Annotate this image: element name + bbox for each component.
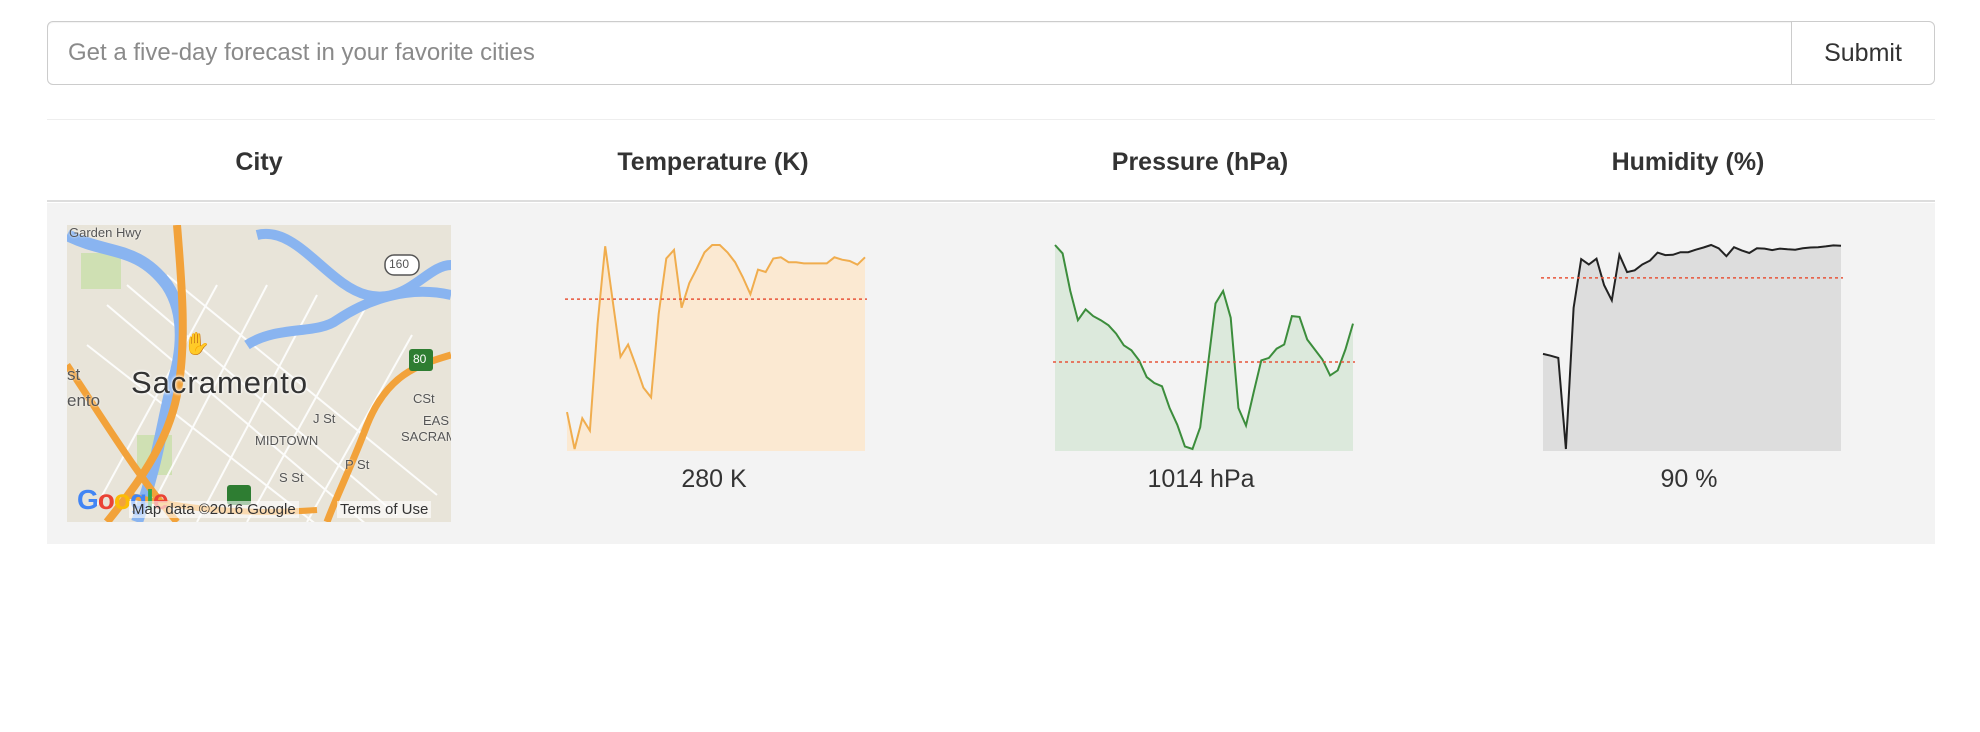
- header-pressure: Pressure (hPa): [1111, 148, 1289, 176]
- header-city: City: [235, 148, 283, 176]
- submit-button[interactable]: Submit: [1791, 22, 1934, 84]
- street-label: ento: [67, 391, 101, 410]
- humidity-value: 90 %: [1660, 465, 1718, 493]
- street-label: CSt: [413, 391, 435, 406]
- table-row: Garden Hwy J St MIDTOWN P St S St CSt EA…: [47, 203, 1935, 544]
- humidity-sparkline: [1541, 243, 1843, 451]
- street-label: EAS: [423, 413, 450, 428]
- street-label: st: [67, 365, 81, 384]
- street-label: P St: [345, 457, 370, 472]
- route-badge: 80: [413, 352, 427, 366]
- temperature-line: [566, 244, 866, 450]
- map-attribution: Map data ©2016 Google: [129, 501, 299, 518]
- temperature-sparkline: [565, 244, 867, 451]
- header-temperature: Temperature (K): [617, 148, 809, 176]
- map-roads: [67, 225, 451, 522]
- temperature-area: [567, 245, 865, 451]
- map-city-label: Sacramento: [131, 365, 309, 400]
- pressure-sparkline: [1053, 244, 1355, 451]
- street-label: S St: [279, 470, 304, 485]
- pressure-value: 1014 hPa: [1147, 465, 1255, 493]
- hand-cursor-icon: ✋: [183, 331, 211, 356]
- street-label: J St: [313, 411, 336, 426]
- street-label: SACRAM: [401, 429, 451, 444]
- city-map[interactable]: Garden Hwy J St MIDTOWN P St S St CSt EA…: [67, 225, 451, 522]
- header-humidity: Humidity (%): [1611, 148, 1765, 176]
- route-badge: 160: [389, 257, 410, 271]
- street-label: MIDTOWN: [255, 433, 319, 448]
- humidity-area: [1543, 245, 1841, 451]
- temperature-value: 280 K: [681, 465, 747, 493]
- humidity-line: [1542, 243, 1842, 450]
- street-label: Garden Hwy: [69, 225, 142, 240]
- forecast-table-header: City Temperature (K) Pressure (hPa) Humi…: [47, 120, 1935, 202]
- divider: [47, 119, 1935, 120]
- search-form: Submit: [47, 21, 1935, 85]
- pressure-area: [1055, 245, 1353, 451]
- city-search-input[interactable]: [48, 22, 1791, 84]
- map-terms-link[interactable]: Terms of Use: [337, 501, 432, 518]
- pressure-line: [1054, 244, 1354, 451]
